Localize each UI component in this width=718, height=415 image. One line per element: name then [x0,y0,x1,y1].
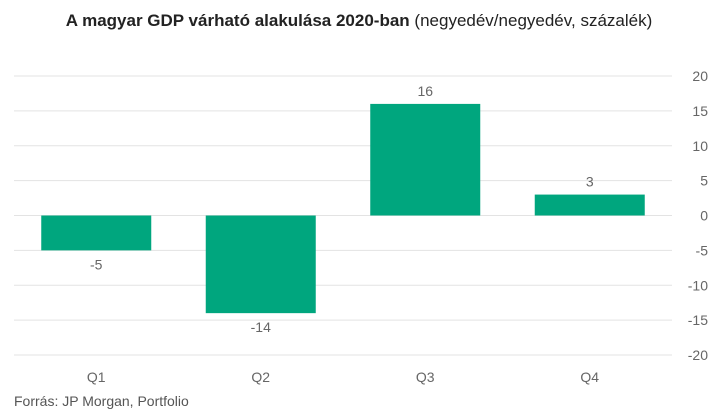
bar [534,194,645,216]
y-tick-label: 10 [692,138,708,154]
data-label: 3 [586,174,594,190]
x-tick-label: Q4 [580,369,599,385]
data-label: 16 [417,83,433,99]
y-tick-label: 0 [700,208,708,224]
gdp-bar-chart: 20 15 10 5 0 -5 -10 -15 -20 -5 Q1 -14 Q2 16 Q3 3 Q4 [14,68,709,385]
bar [41,215,152,251]
bar [205,215,316,314]
chart-title-subtitle: (negyedév/negyedév, százalék) [414,11,653,30]
y-tick-label: -10 [688,277,708,293]
x-tick-label: Q2 [251,369,270,385]
chart-title-main: A magyar GDP várható alakulása 2020-ban [65,11,410,30]
chart-title: A magyar GDP várható alakulása 2020-ban … [0,8,718,34]
y-tick-label: -20 [688,347,708,363]
x-tick-label: Q3 [416,369,435,385]
y-tick-label: 15 [692,103,708,119]
y-tick-label: -5 [696,242,709,258]
data-label: -14 [251,319,271,335]
y-tick-label: 20 [692,68,708,84]
source-note: Forrás: JP Morgan, Portfolio [14,393,189,409]
data-label: -5 [90,256,103,272]
y-tick-label: 5 [700,173,708,189]
bar [370,103,481,216]
x-tick-label: Q1 [87,369,106,385]
y-tick-label: -15 [688,312,708,328]
